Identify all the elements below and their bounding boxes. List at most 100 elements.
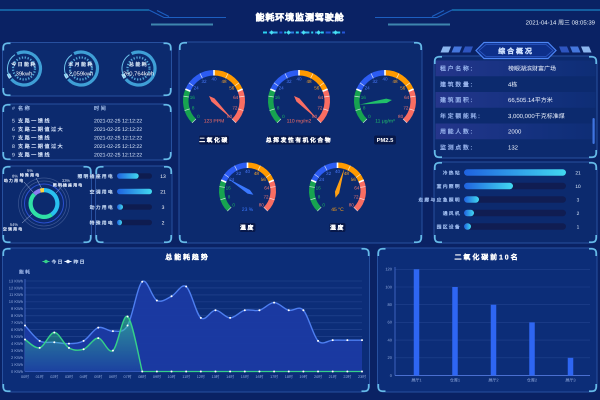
svg-text:11 μg/m³: 11 μg/m³ (375, 119, 395, 125)
svg-text:64: 64 (318, 95, 324, 100)
svg-text:54%: 54% (10, 222, 18, 227)
svg-text:本月能耗: 本月能耗 (68, 61, 93, 68)
svg-text:24: 24 (365, 86, 371, 91)
svg-text:32: 32 (372, 79, 378, 84)
svg-text:动力用电: 动力用电 (4, 178, 24, 183)
svg-text:64: 64 (354, 186, 360, 191)
svg-text:16: 16 (275, 95, 281, 100)
svg-text:132: 132 (508, 144, 519, 151)
svg-text:6 KWh: 6 KWh (11, 327, 23, 332)
svg-text:56: 56 (261, 177, 267, 182)
svg-text:1 KWh: 1 KWh (11, 362, 23, 367)
svg-text:昨日: 昨日 (74, 259, 86, 266)
svg-text:80: 80 (259, 202, 265, 207)
svg-text:56: 56 (229, 86, 235, 91)
svg-text:72: 72 (317, 105, 323, 110)
svg-text:2021-04-14 周三 08:05:39: 2021-04-14 周三 08:05:39 (526, 20, 596, 27)
svg-text:48: 48 (254, 171, 260, 176)
svg-text:支路一馈线: 支路一馈线 (18, 135, 51, 142)
svg-text:特殊用电: 特殊用电 (90, 219, 114, 226)
svg-text:照明插座用电: 照明插座用电 (77, 173, 114, 180)
svg-text:72: 72 (263, 195, 269, 200)
svg-text:120: 120 (385, 267, 392, 272)
svg-text:20时: 20时 (314, 374, 322, 379)
svg-text:0: 0 (197, 114, 200, 119)
svg-text:60: 60 (388, 320, 393, 325)
svg-text:温度: 温度 (240, 224, 255, 232)
svg-text:2: 2 (577, 211, 580, 217)
svg-text:24: 24 (279, 86, 285, 91)
svg-text:0: 0 (322, 202, 325, 207)
svg-text:09时: 09时 (153, 374, 161, 379)
svg-text:21时: 21时 (329, 374, 337, 379)
svg-text:18时: 18时 (285, 374, 293, 379)
svg-text:今日能耗: 今日能耗 (11, 61, 36, 68)
svg-text:07时: 07时 (124, 374, 132, 379)
svg-text:能耗环境监测驾驶舱: 能耗环境监测驾驶舱 (255, 13, 344, 23)
svg-text:时间: 时间 (94, 105, 107, 112)
svg-text:16时: 16时 (255, 374, 263, 379)
svg-text:0: 0 (282, 114, 285, 119)
svg-text:3 KWh: 3 KWh (11, 348, 23, 353)
svg-text:2021-02-25 12:12:22: 2021-02-25 12:12:22 (94, 153, 142, 159)
svg-text:3: 3 (577, 197, 580, 203)
svg-text:02时: 02时 (50, 374, 58, 379)
svg-text:01时: 01时 (36, 374, 44, 379)
svg-text:8%: 8% (12, 174, 18, 179)
svg-text:3,000,000千克标准煤: 3,000,000千克标准煤 (508, 112, 565, 120)
svg-text:6: 6 (12, 127, 15, 133)
svg-text:PM2.5: PM2.5 (377, 137, 395, 144)
svg-text:45 °C: 45 °C (331, 207, 344, 213)
svg-text:7 KWh: 7 KWh (11, 320, 23, 325)
svg-text:支路二期值过大: 支路二期值过大 (18, 143, 64, 150)
svg-text:100: 100 (385, 284, 392, 289)
svg-text:总挥发性有机化合物: 总挥发性有机化合物 (266, 136, 332, 144)
svg-text:2021-02-25 12:12:22: 2021-02-25 12:12:22 (94, 144, 142, 150)
svg-text:总能耗趋势: 总能耗趋势 (165, 253, 209, 262)
svg-text:23时: 23时 (358, 374, 366, 379)
svg-text:2000: 2000 (508, 129, 522, 136)
svg-text:10时: 10时 (168, 374, 176, 379)
svg-text:租户名称:: 租户名称: (440, 65, 474, 73)
svg-text:20: 20 (388, 355, 393, 360)
svg-text:16: 16 (316, 186, 322, 191)
svg-text:33%: 33% (62, 178, 70, 183)
svg-text:展厅2: 展厅2 (488, 378, 499, 383)
svg-text:56: 56 (400, 86, 406, 91)
svg-text:03时: 03时 (65, 374, 73, 379)
svg-text:年定额能耗:: 年定额能耗: (440, 112, 481, 120)
svg-text:0: 0 (232, 202, 235, 207)
svg-text:40: 40 (335, 169, 341, 174)
svg-text:24: 24 (319, 177, 325, 182)
svg-text:39kwh: 39kwh (16, 71, 33, 78)
svg-text:支路一馈线: 支路一馈线 (18, 152, 51, 159)
svg-text:21: 21 (575, 170, 581, 176)
svg-text:二氧化碳: 二氧化碳 (199, 136, 228, 144)
svg-text:110 mg/m2: 110 mg/m2 (287, 119, 312, 125)
svg-text:室内照明: 室内照明 (437, 183, 461, 190)
svg-text:19时: 19时 (299, 374, 307, 379)
svg-text:48: 48 (306, 79, 312, 84)
svg-text:40: 40 (211, 77, 217, 82)
svg-text:48: 48 (344, 171, 350, 176)
svg-text:空调用电: 空调用电 (3, 227, 23, 232)
svg-text:建筑面积:: 建筑面积: (440, 96, 474, 104)
svg-text:22时: 22时 (343, 374, 351, 379)
svg-text:72: 72 (403, 105, 409, 110)
svg-text:2,059kwh: 2,059kwh (69, 71, 94, 78)
svg-text:72: 72 (353, 195, 359, 200)
svg-text:260,764kwh: 260,764kwh (123, 71, 154, 78)
svg-text:通风机: 通风机 (443, 210, 461, 217)
svg-text:17时: 17时 (270, 374, 278, 379)
svg-text:#: # (12, 106, 15, 112)
svg-text:监测点数:: 监测点数: (440, 143, 474, 151)
svg-text:12 KWh: 12 KWh (9, 285, 23, 290)
svg-text:21: 21 (160, 189, 166, 195)
svg-text:动力用电: 动力用电 (90, 204, 114, 211)
svg-text:16: 16 (190, 95, 196, 100)
svg-text:10 KWh: 10 KWh (9, 299, 23, 304)
svg-text:0: 0 (390, 373, 393, 378)
svg-text:5%: 5% (27, 168, 33, 173)
svg-text:64: 64 (404, 95, 410, 100)
svg-text:8: 8 (228, 195, 231, 200)
